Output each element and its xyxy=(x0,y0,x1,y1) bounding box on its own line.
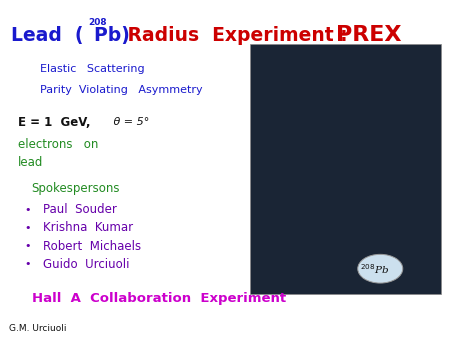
Text: •: • xyxy=(25,204,31,215)
Text: lead: lead xyxy=(18,156,43,169)
Text: Hall  A  Collaboration  Experiment: Hall A Collaboration Experiment xyxy=(32,292,286,305)
Text: $^{208}$Pb: $^{208}$Pb xyxy=(360,262,389,275)
Text: E = 1  GeV,: E = 1 GeV, xyxy=(18,116,90,129)
Text: Robert  Michaels: Robert Michaels xyxy=(43,240,141,252)
Text: Guido  Urciuoli: Guido Urciuoli xyxy=(43,258,129,271)
Text: Parity  Violating   Asymmetry: Parity Violating Asymmetry xyxy=(40,84,203,95)
Text: Krishna  Kumar: Krishna Kumar xyxy=(43,221,133,234)
Text: •: • xyxy=(25,259,31,269)
Ellipse shape xyxy=(358,255,403,283)
Text: Pb): Pb) xyxy=(94,26,136,45)
Text: Elastic   Scattering: Elastic Scattering xyxy=(40,64,145,74)
Text: Paul  Souder: Paul Souder xyxy=(43,203,117,216)
Text: Spokespersons: Spokespersons xyxy=(32,182,120,195)
Text: Lead  (: Lead ( xyxy=(11,26,84,45)
Bar xyxy=(250,44,441,294)
Text: θ = 5°: θ = 5° xyxy=(110,117,149,127)
Text: electrons   on: electrons on xyxy=(18,138,99,151)
Text: Radius  Experiment :: Radius Experiment : xyxy=(121,26,360,45)
Text: •: • xyxy=(25,223,31,233)
Text: G.M. Urciuoli: G.M. Urciuoli xyxy=(9,324,67,333)
Text: PREX: PREX xyxy=(336,25,402,46)
Text: 208: 208 xyxy=(88,18,107,27)
Text: •: • xyxy=(25,241,31,251)
